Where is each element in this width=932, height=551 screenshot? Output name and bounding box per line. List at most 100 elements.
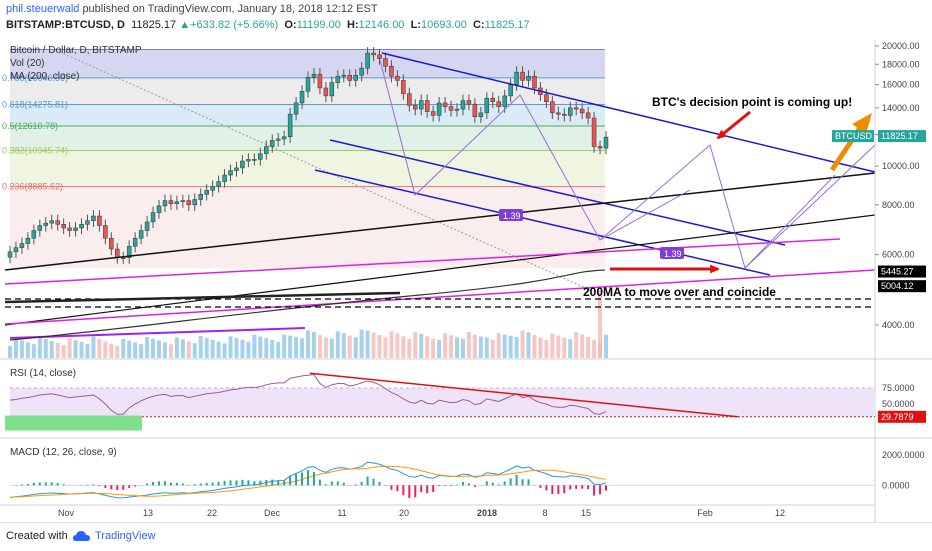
price-tick-label: 6000.00 — [882, 250, 915, 260]
candle-body — [371, 52, 376, 56]
volume-bar — [407, 339, 412, 358]
candle-body — [216, 181, 221, 187]
volume-bar — [61, 345, 66, 358]
volume-bar — [586, 336, 591, 358]
candle-body — [115, 248, 120, 258]
candle-body — [269, 140, 275, 147]
rsi-trendline — [309, 372, 739, 418]
magenta-line-2 — [4, 269, 876, 325]
candle-body — [436, 102, 442, 116]
date-tick-label: 8 — [542, 508, 547, 518]
candle-body — [31, 230, 37, 239]
volume-bar — [604, 334, 608, 358]
ratio-badge-bg — [660, 247, 684, 259]
indicator-ma[interactable]: MA (200, close) — [10, 71, 79, 82]
candle-body — [198, 194, 203, 200]
volume-bar — [389, 331, 394, 358]
candle-body — [305, 77, 311, 92]
volume-bar — [133, 342, 138, 358]
volume-bar — [240, 339, 245, 358]
candle-body — [413, 105, 418, 110]
volume-bar — [472, 334, 477, 358]
candle-body — [156, 205, 162, 213]
indicator-macd[interactable]: MACD (12, 26, close, 9) — [10, 447, 117, 458]
volume-bar — [508, 335, 513, 358]
volume-bar — [97, 339, 102, 358]
candle-body — [389, 65, 394, 77]
candle-body — [311, 73, 317, 78]
rsi-last-bg — [878, 410, 926, 423]
volume-bar — [419, 333, 424, 358]
date-tick-label: Feb — [697, 508, 713, 518]
time-axis[interactable]: Nov 13 22 Dec 11 20 2018 8 15 Feb 12 — [58, 508, 785, 518]
candle-body — [502, 95, 507, 107]
candles — [7, 47, 609, 264]
candle-body — [377, 54, 382, 59]
candle-body — [180, 200, 186, 202]
price-tag: BTCUSD — [835, 131, 873, 141]
tradingview-logo[interactable]: TradingView — [95, 530, 156, 542]
zigzag-leg-2 — [744, 144, 876, 269]
indicator-rsi[interactable]: RSI (14, close) — [10, 368, 76, 379]
volume-bar — [168, 344, 173, 358]
candle-body — [562, 113, 567, 116]
date-tick-label: 15 — [581, 508, 591, 518]
indicator-volume[interactable]: Vol (20) — [10, 58, 44, 69]
date-tick-label: Dec — [264, 508, 281, 518]
volume-bar — [115, 345, 120, 358]
high-value: 12146.00 — [358, 19, 405, 31]
volume-bar — [151, 338, 156, 358]
candle-body — [454, 108, 460, 111]
date-tick-label: Nov — [58, 508, 75, 518]
candle-body — [162, 200, 168, 207]
price-tick-label: 16000.00 — [882, 80, 920, 90]
volume-bar — [174, 337, 179, 358]
candle-body — [460, 100, 466, 110]
price-tag: 5445.27 — [881, 267, 914, 277]
volume-bar — [300, 338, 305, 358]
price-axis[interactable]: 20000.0018000.0016000.0014000.0012000.00… — [832, 41, 926, 490]
volume-bar — [192, 343, 197, 358]
date-tick-label: 11 — [337, 508, 346, 518]
volume-bar — [19, 340, 24, 358]
candle-body — [228, 170, 233, 176]
volume-bar — [383, 337, 388, 358]
candle-body — [579, 108, 585, 114]
volume-bar — [329, 338, 334, 358]
created-with-label: Created with — [6, 530, 68, 542]
volume-bar — [67, 338, 72, 358]
author-link[interactable]: phil.steuerwald — [6, 3, 80, 15]
candle-body — [591, 117, 597, 147]
high-label: H: — [346, 19, 359, 31]
price-tick-label: 20000.00 — [882, 41, 920, 51]
volume-bar — [31, 344, 36, 358]
candle-body — [585, 112, 591, 119]
candle-body — [478, 112, 484, 117]
volume-bar — [37, 337, 42, 358]
volume-bar — [270, 339, 275, 358]
volume-bar — [79, 341, 84, 358]
volume-bar — [478, 336, 483, 358]
candle-body — [365, 52, 370, 69]
candle-body — [323, 87, 329, 97]
candle-body — [43, 222, 49, 226]
volume-bar — [276, 341, 281, 358]
volume-bar — [43, 338, 48, 358]
rsi-band — [10, 388, 875, 417]
volume-bar — [484, 337, 489, 358]
candle-body — [79, 224, 84, 229]
candle-body — [258, 153, 263, 160]
up-triangle-icon: ▲ — [179, 19, 191, 31]
candle-body — [532, 75, 537, 89]
candle-body — [496, 101, 501, 107]
annotation-decision-point: BTC's decision point is coming up! — [652, 95, 852, 109]
candle-body — [556, 112, 561, 115]
chart-area[interactable]: 0.786(16646.36) 0.618(14275.81) 0.5(12610.… — [0, 40, 932, 522]
support-bold-line — [4, 291, 401, 304]
candle-body — [109, 237, 114, 250]
footer: Created with TradingView — [0, 522, 932, 551]
fib-level-label: 0.5(12610.78) — [2, 121, 58, 131]
volume-bar — [252, 334, 257, 358]
volume-bar — [145, 336, 150, 358]
volume-bar — [413, 332, 418, 358]
